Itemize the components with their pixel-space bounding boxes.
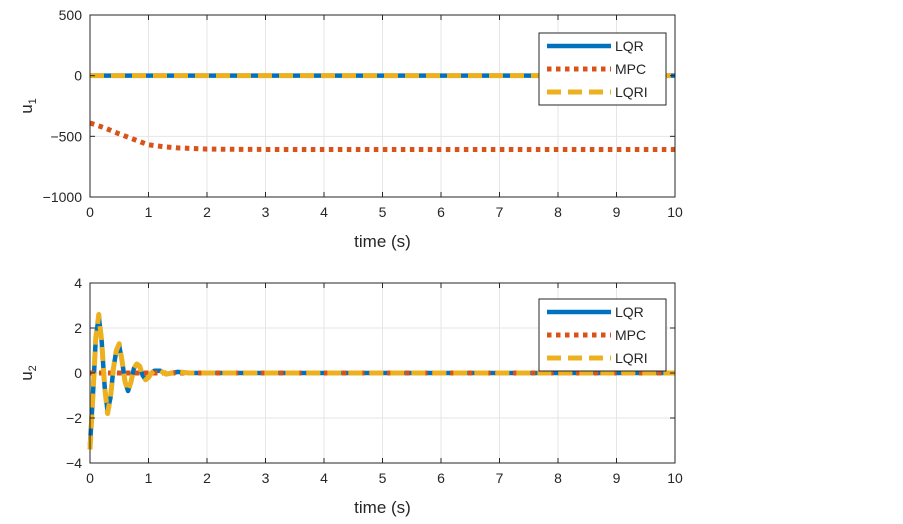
plot-u1-x-tick-label: 6 [437,204,445,220]
plot-u2-y-axis-label-sub: 2 [27,365,39,371]
plot-u2-x-tick-label: 4 [320,470,328,486]
plot-u1-x-tick-label: 2 [203,204,211,220]
plot-u1-x-tick-label: 3 [262,204,270,220]
plot-u1-y-axis-label-sub: 1 [27,98,39,104]
plot-u1-legend-label-lqr: LQR [615,38,644,54]
plot-u1-x-tick-label: 1 [145,204,153,220]
plot-u1-legend: LQR MPC LQRI [538,32,667,106]
plot-u2-y-tick-label: 0 [74,365,82,381]
plot-u2-y-tick-label: −2 [66,410,82,426]
plot-u2-y-tick-label: 4 [74,275,82,291]
plot-u1-y-axis-label-main: u [17,104,36,113]
plot-u1-x-tick-label: 4 [320,204,328,220]
plot-u1-x-tick-label: 8 [554,204,562,220]
plot-u2-x-tick-label: 1 [145,470,153,486]
plot-u1-legend-label-lqri: LQRI [615,84,648,100]
plot-u1-y-tick-label: −1000 [43,189,83,205]
plot-u2-x-tick-label: 6 [437,470,445,486]
plot-u2-x-axis-label: time (s) [354,498,411,517]
plot-u2-legend-label-lqri: LQRI [615,350,648,366]
plot-u1-x-tick-label: 7 [496,204,504,220]
plot-u2-x-tick-label: 2 [203,470,211,486]
plot-u2-lines [87,312,675,450]
plot-u2-legend: LQR MPC LQRI [538,298,667,372]
plot-u1-x-tick-label: 10 [667,204,683,220]
plot-u2-x-tick-label: 0 [86,470,94,486]
plot-u2-x-tick-label: 9 [613,470,621,486]
plot-u2-legend-label-lqr: LQR [615,304,644,320]
plot-u2-y-ticks: −4 −2 0 2 4 [66,275,675,471]
plot-u1-x-ticks: 0 1 2 3 4 5 6 7 8 9 10 [86,15,683,220]
plot-u2-x-tick-label: 10 [667,470,683,486]
plot-u2-x-tick-label: 3 [262,470,270,486]
plot-u2-x-ticks: 0 1 2 3 4 5 6 7 8 9 10 [86,283,683,486]
plot-u2-series-lqri [87,312,675,450]
plot-u2-y-tick-label: 2 [74,320,82,336]
plot-u1-y-tick-label: 500 [59,7,83,23]
plot-u2-y-axis-label-main: u [17,371,36,380]
plot-u2-x-tick-label: 7 [496,470,504,486]
plot-u1-y-axis-label: u1 [17,98,39,114]
plot-u1-x-tick-label: 5 [379,204,387,220]
plot-u1-x-axis-label: time (s) [354,232,411,251]
plot-u2-y-axis-label: u2 [17,365,39,381]
plot-u1-x-tick-label: 0 [86,204,94,220]
plot-u1-x-tick-label: 9 [613,204,621,220]
plot-u2-x-tick-label: 5 [379,470,387,486]
plot-u1-y-ticks: −1000 −500 0 500 [43,7,675,205]
plot-u2-y-tick-label: −4 [66,455,82,471]
plot-u1-y-tick-label: 0 [74,68,82,84]
plot-u2-x-tick-label: 8 [554,470,562,486]
plot-u1-y-tick-label: −500 [50,128,82,144]
plot-u2-legend-label-mpc: MPC [615,327,646,343]
plot-u1-legend-label-mpc: MPC [615,61,646,77]
plot-u1-series-mpc [89,120,675,152]
